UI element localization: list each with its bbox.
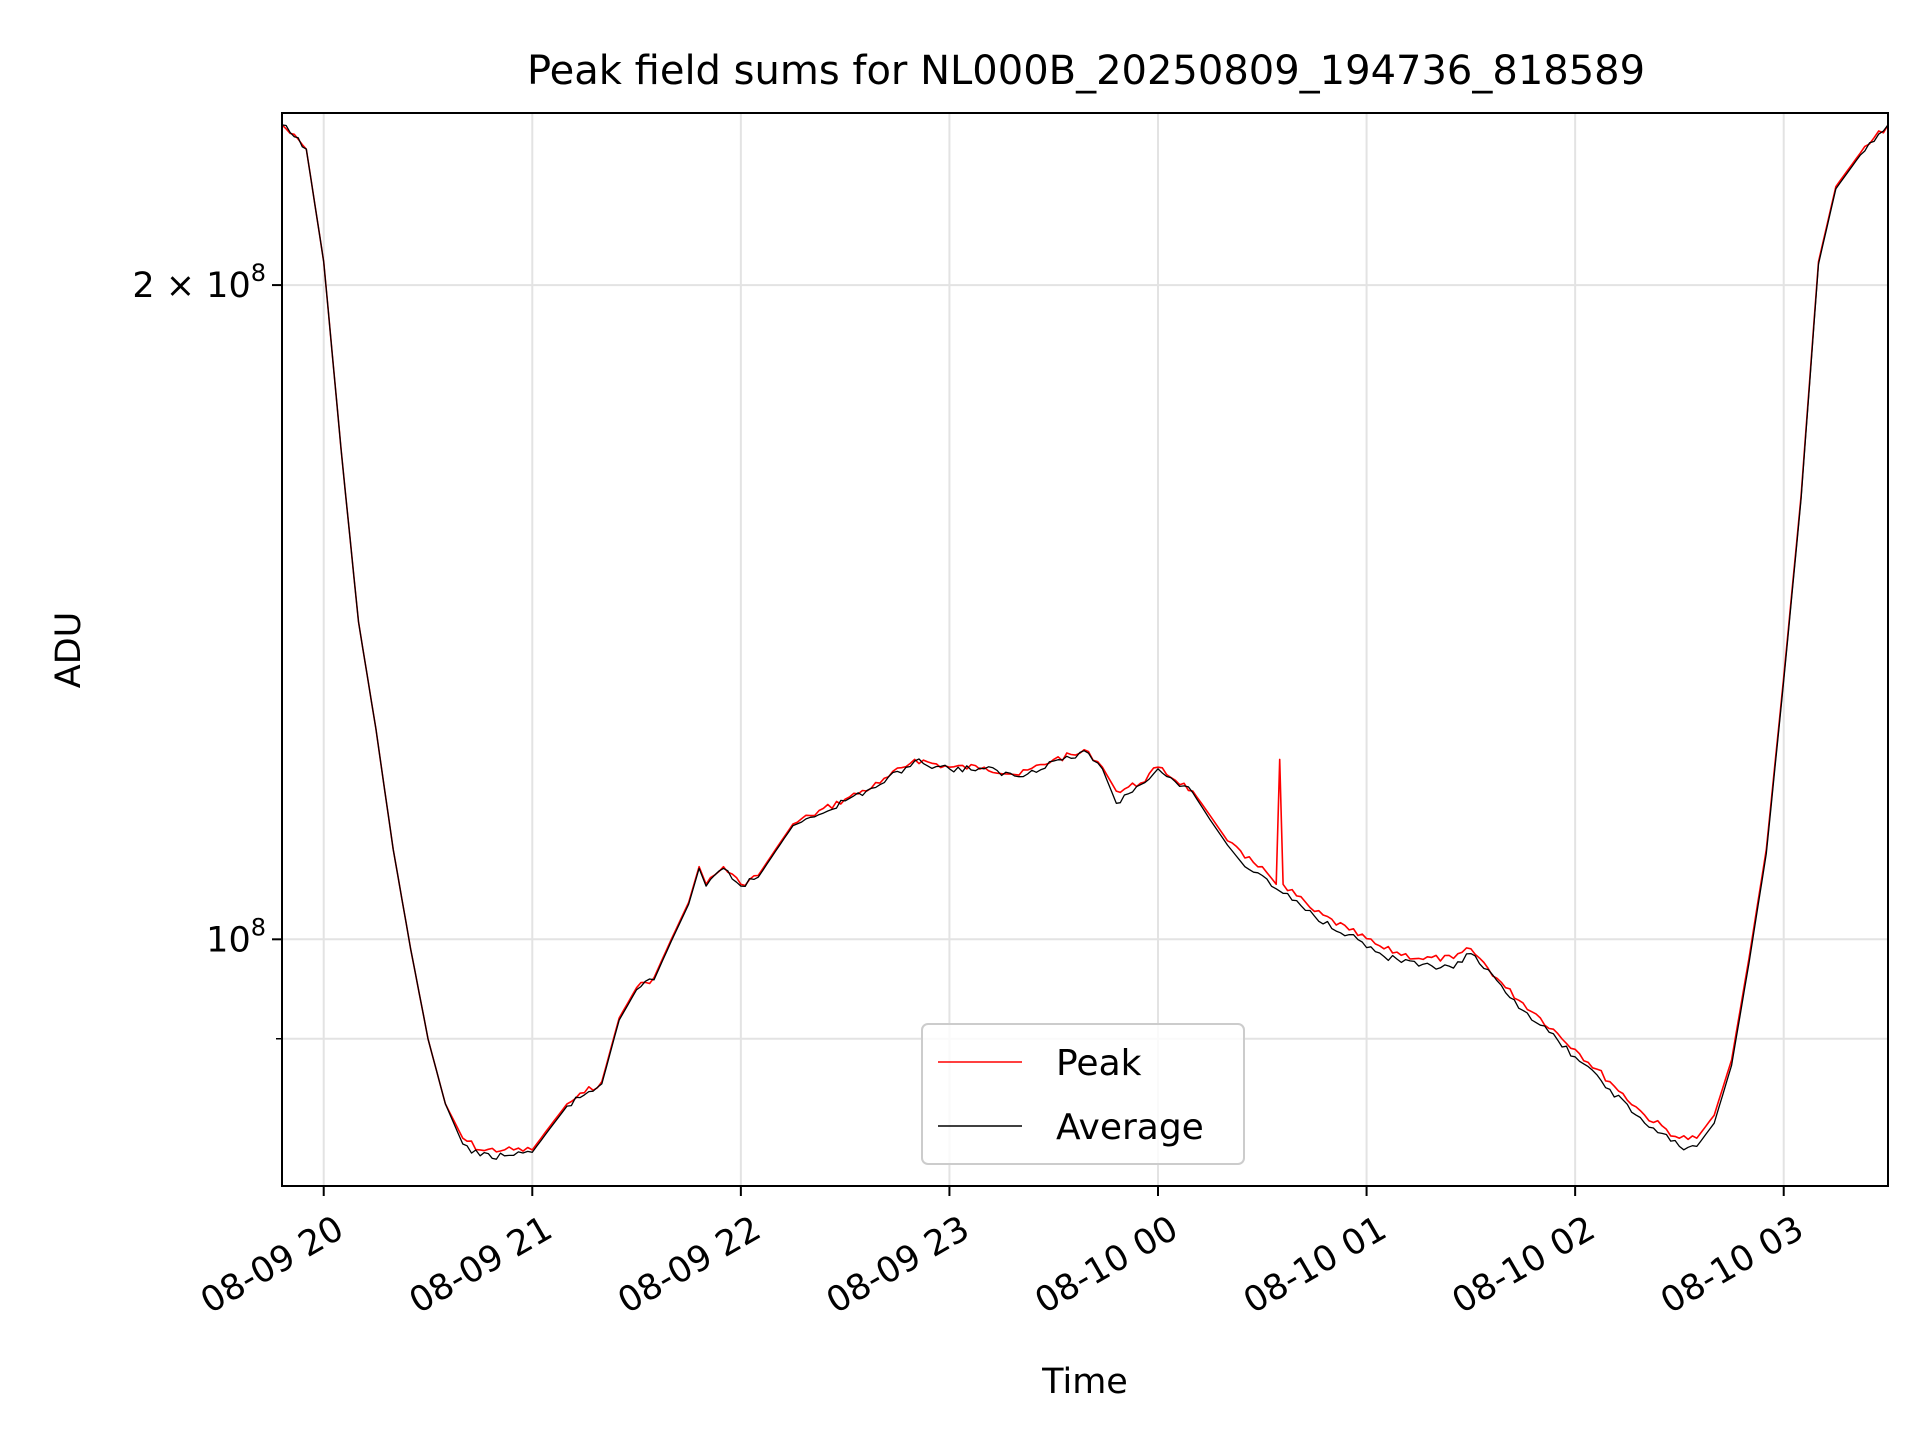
- y-tick-label: 108: [206, 913, 266, 960]
- legend-label-peak: Peak: [1056, 1043, 1142, 1084]
- y-axis-label: ADU: [49, 612, 89, 689]
- legend-box: [921, 1023, 1245, 1165]
- y-tick-exponent: 8: [251, 913, 266, 941]
- legend-label-average: Average: [1056, 1107, 1204, 1148]
- legend: Peak Average: [921, 1023, 1245, 1165]
- series-layer: [281, 124, 1889, 1160]
- chart-title: Peak field sums for NL000B_20250809_1947…: [527, 48, 1645, 94]
- series-line-peak: [281, 124, 1889, 1153]
- y-tick-label: 2 × 108: [132, 259, 266, 306]
- y-tick-exponent: 8: [251, 259, 266, 287]
- plot-frame: [281, 112, 1889, 1187]
- y-tick-mantissa: 2 ×: [132, 266, 206, 306]
- series-line-average: [281, 124, 1889, 1160]
- x-axis-label: Time: [1041, 1362, 1128, 1402]
